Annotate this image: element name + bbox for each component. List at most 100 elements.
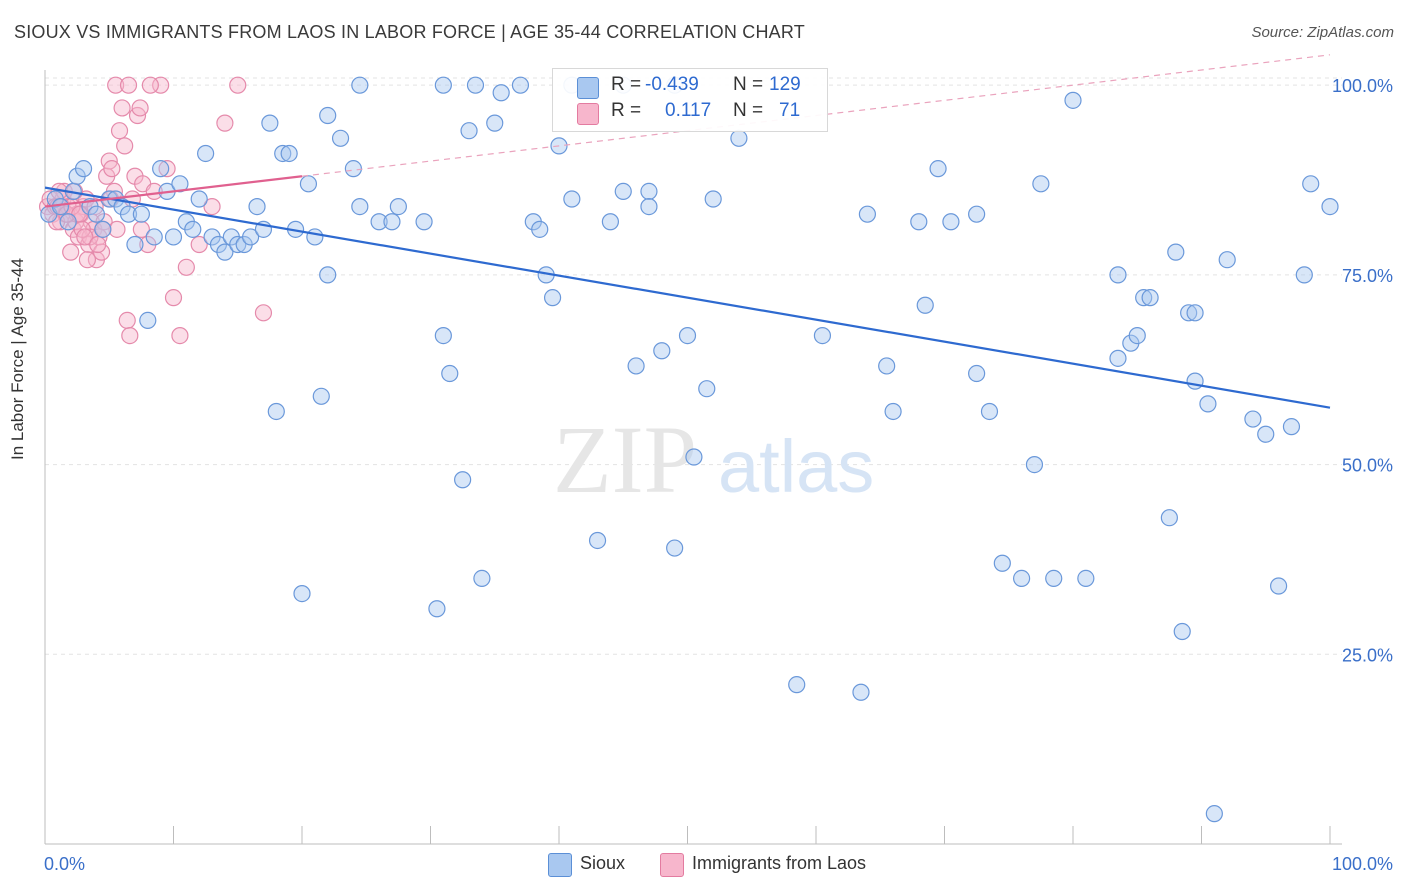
y-tick-label: 25.0%	[1342, 645, 1393, 665]
sioux-point	[1295, 266, 1313, 284]
sioux-point	[331, 129, 350, 147]
watermark-atlas: atlas	[718, 425, 874, 508]
sioux-point	[274, 144, 292, 163]
y-tick-label: 100.0%	[1332, 76, 1393, 96]
laos-point	[107, 76, 125, 94]
sioux-point	[698, 380, 716, 398]
sioux-point	[858, 205, 877, 223]
sioux-point	[319, 266, 337, 284]
sioux-point	[216, 243, 234, 261]
laos-point	[62, 243, 80, 261]
sioux-point	[1205, 805, 1223, 823]
sioux-point	[704, 190, 722, 208]
sioux-point	[132, 205, 150, 223]
sioux-swatch	[577, 77, 599, 99]
sioux-point	[415, 213, 433, 231]
sioux-point	[588, 531, 607, 550]
sioux-point	[878, 357, 896, 375]
sioux-point	[1244, 410, 1262, 428]
laos-point	[141, 76, 159, 94]
sioux-point	[486, 114, 504, 132]
laos-point	[113, 99, 131, 117]
sioux-point	[1128, 326, 1146, 345]
y-tick-label: 75.0%	[1342, 266, 1393, 286]
sioux-point	[126, 235, 144, 254]
sioux-point	[640, 182, 658, 201]
sioux-point	[813, 326, 832, 345]
sioux-point	[884, 402, 902, 421]
sioux-point	[434, 76, 452, 94]
sioux-point	[152, 160, 170, 178]
laos-n-value: 71	[779, 100, 801, 121]
sioux-point	[1321, 197, 1339, 216]
r-label: R =	[611, 100, 642, 121]
sioux-point	[1109, 349, 1127, 367]
sioux-point	[171, 175, 189, 193]
sioux-point	[184, 220, 202, 238]
sioux-point	[1032, 175, 1050, 193]
sioux-point	[312, 387, 330, 405]
sioux-point	[299, 175, 318, 193]
sioux-point	[1180, 304, 1198, 322]
laos-legend-swatch	[660, 853, 684, 877]
sioux-legend-label: Sioux	[580, 853, 626, 873]
laos-swatch	[577, 103, 599, 125]
sioux-point	[94, 220, 112, 238]
sioux-point	[351, 76, 369, 94]
sioux-point	[968, 205, 986, 223]
laos-point	[158, 160, 176, 178]
sioux-point	[1218, 251, 1236, 269]
n-label: N =	[733, 100, 764, 121]
sioux-point	[306, 228, 324, 246]
sioux-point	[1109, 266, 1127, 284]
sioux-point	[460, 122, 478, 140]
watermark-zip: ZIP	[553, 406, 697, 513]
sioux-point	[678, 326, 697, 345]
x-tick-label-max: 100.0%	[1332, 854, 1393, 874]
laos-point	[108, 220, 126, 238]
sioux-point	[968, 364, 986, 383]
sioux-point	[428, 600, 446, 618]
laos-point	[76, 228, 94, 246]
sioux-point	[229, 235, 247, 254]
sioux-point	[1160, 509, 1178, 527]
sioux-trend-line	[44, 186, 1331, 409]
sioux-point	[1257, 425, 1275, 443]
laos-point	[118, 311, 136, 330]
laos-point	[103, 160, 121, 178]
sioux-point	[788, 676, 806, 694]
laos-point	[89, 235, 107, 254]
laos-point	[216, 114, 234, 132]
sioux-point	[685, 448, 703, 466]
sioux-point	[1269, 577, 1288, 595]
sioux-point	[1167, 243, 1185, 261]
laos-point	[132, 220, 150, 238]
n-label: N =	[733, 74, 764, 95]
sioux-point	[319, 106, 337, 125]
sioux-point	[910, 213, 928, 231]
source-credit: Source: ZipAtlas.com	[1251, 24, 1394, 41]
laos-points	[38, 76, 273, 345]
sioux-point	[1282, 418, 1301, 436]
sioux-point	[531, 220, 549, 238]
sioux-point	[473, 569, 491, 588]
stats-legend: R = -0.439 N = 129 R = 0.117 N = 71	[552, 68, 828, 132]
laos-legend-label: Immigrants from Laos	[692, 853, 867, 873]
sioux-point	[1045, 569, 1063, 588]
sioux-point	[454, 471, 472, 489]
sioux-point	[511, 76, 530, 94]
sioux-point	[248, 197, 266, 216]
sioux-point	[640, 197, 658, 216]
sioux-n-value: 129	[769, 74, 801, 95]
sioux-point	[1199, 395, 1217, 413]
laos-point	[121, 326, 139, 345]
sioux-point	[145, 228, 163, 246]
sioux-point	[74, 160, 93, 178]
laos-point	[78, 251, 97, 269]
sioux-point	[389, 197, 407, 216]
laos-r-value: 0.117	[665, 100, 712, 121]
sioux-point	[1141, 289, 1159, 307]
sioux-point	[929, 160, 947, 178]
sioux-legend-swatch	[548, 853, 572, 877]
